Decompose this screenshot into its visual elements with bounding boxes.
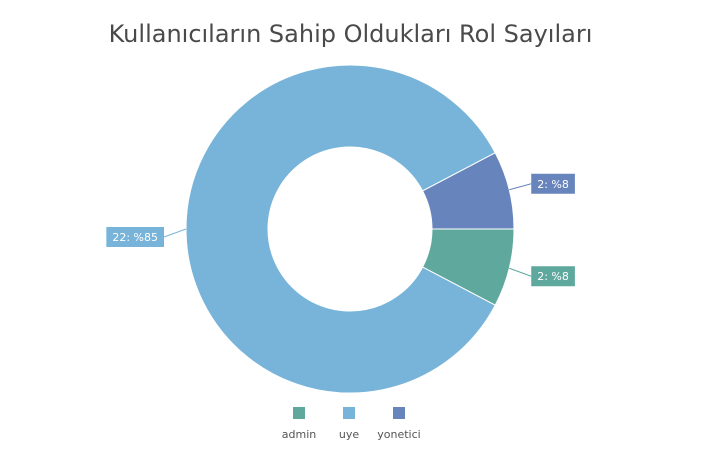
data-label-admin: 2: %8 <box>531 266 575 287</box>
chart-legend: admin uye yonetici <box>282 407 421 441</box>
data-label-text: 22: %85 <box>112 231 158 244</box>
data-label-box <box>531 266 575 287</box>
data-label-uye: 22: %85 <box>106 227 164 247</box>
chart-title: Kullanıcıların Sahip Oldukları Rol Sayıl… <box>109 20 593 48</box>
legend-label: uye <box>339 428 359 441</box>
legend-swatch <box>343 407 355 419</box>
data-label-yonetici: 2: %8 <box>531 173 575 194</box>
legend-label: admin <box>282 428 316 441</box>
leader-line-yonetici <box>509 183 532 191</box>
slice-uye[interactable] <box>185 64 496 394</box>
data-label-box <box>106 227 164 247</box>
chart-data-labels: 2: %8 22: %85 2: %8 <box>106 173 575 287</box>
legend-item-yonetici[interactable]: yonetici <box>377 407 421 441</box>
legend-item-uye[interactable]: uye <box>339 407 359 441</box>
leader-line-admin <box>509 267 532 277</box>
legend-label: yonetici <box>377 428 420 441</box>
chart-slices <box>185 64 515 394</box>
legend-swatch <box>393 407 405 419</box>
data-label-text: 2: %8 <box>537 270 569 283</box>
slice-yonetici[interactable] <box>421 152 515 230</box>
legend-item-admin[interactable]: admin <box>282 407 316 441</box>
data-label-text: 2: %8 <box>537 178 569 191</box>
data-label-box <box>531 173 575 194</box>
legend-swatch <box>293 407 305 419</box>
leader-line-uye <box>163 228 187 238</box>
